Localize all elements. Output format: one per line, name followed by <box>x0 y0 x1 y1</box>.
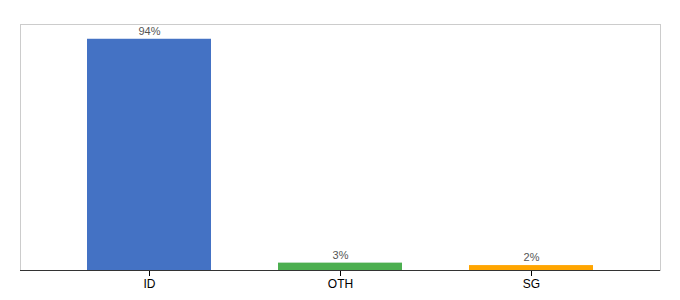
svg-text:SG: SG <box>523 277 540 291</box>
svg-text:94%: 94% <box>138 25 160 37</box>
svg-text:OTH: OTH <box>328 277 353 291</box>
svg-text:3%: 3% <box>333 249 349 261</box>
svg-text:ID: ID <box>144 277 156 291</box>
svg-text:2%: 2% <box>524 251 540 263</box>
